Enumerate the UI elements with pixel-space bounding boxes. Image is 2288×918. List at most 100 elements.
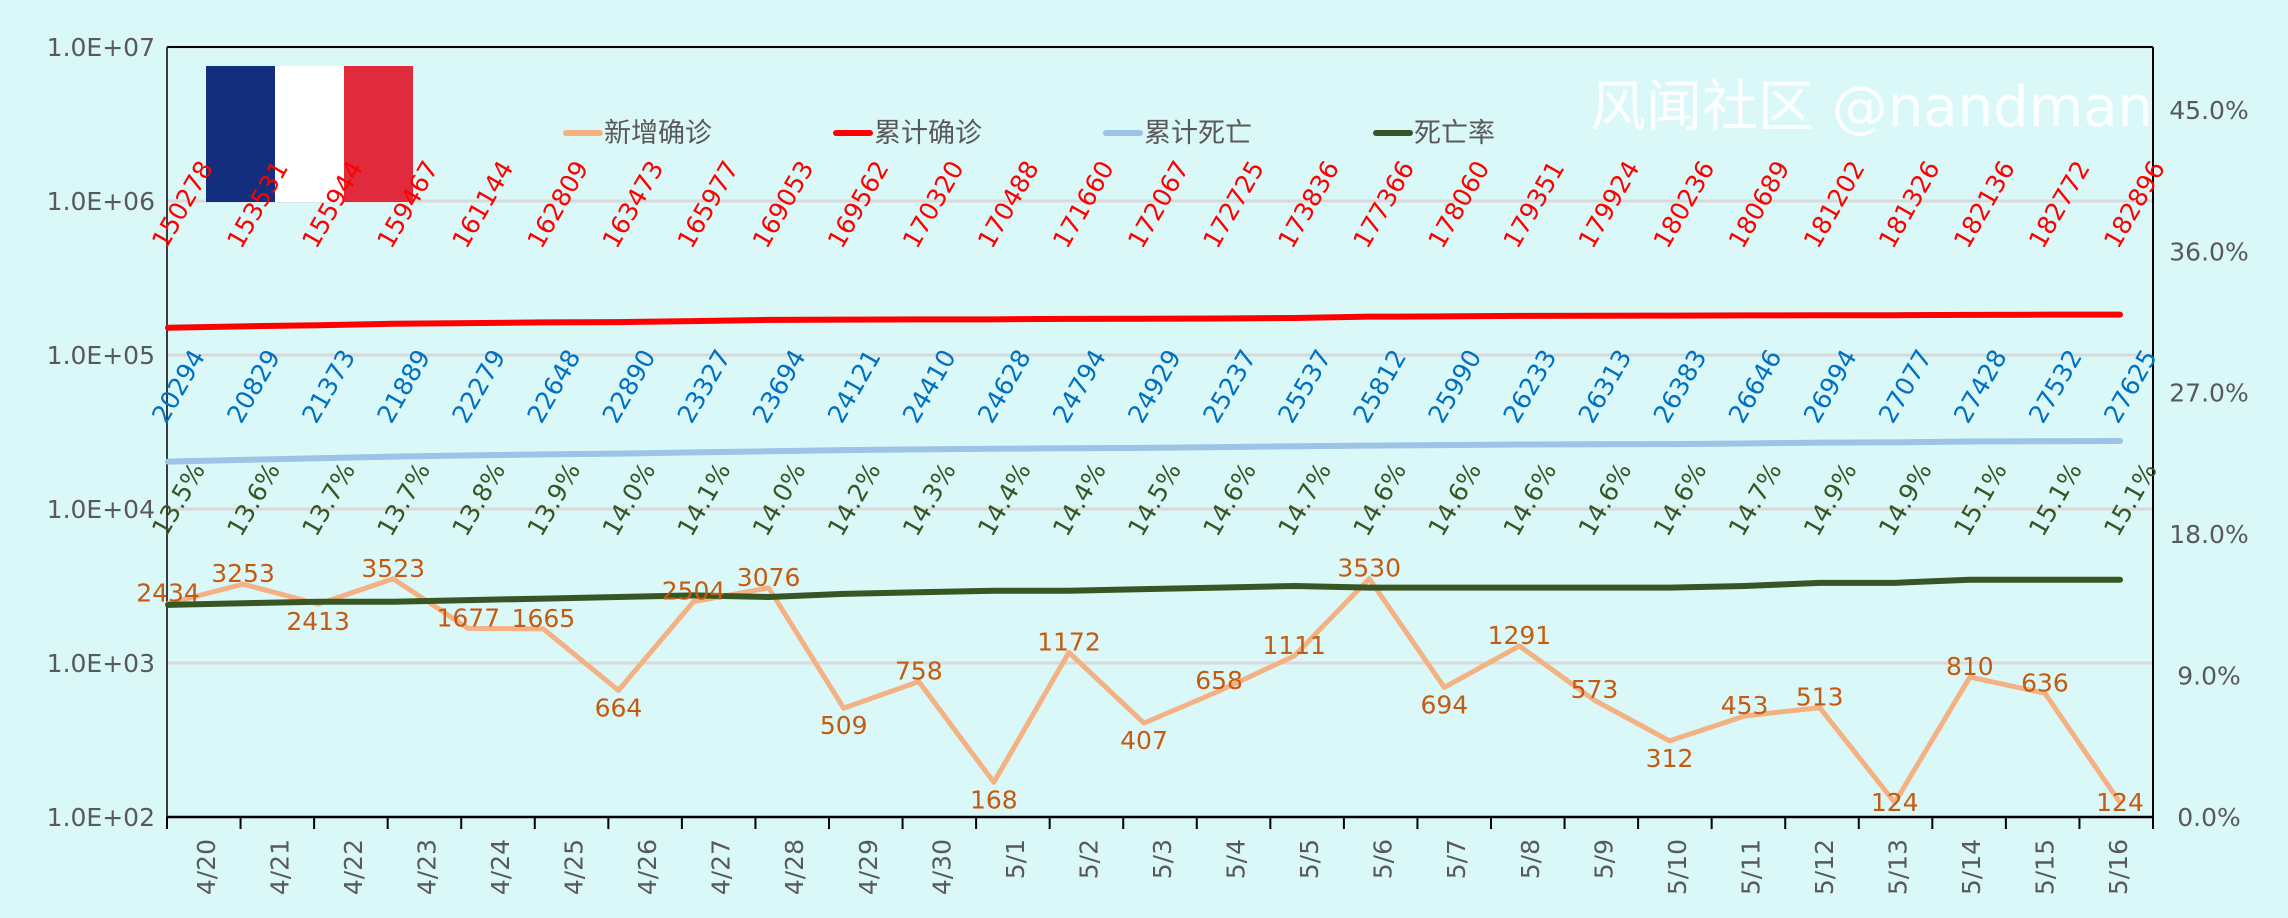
data-label: 170488 (972, 156, 1045, 253)
data-label-new-cases: 3530 (1337, 554, 1401, 583)
data-label-new-cases: 664 (595, 693, 643, 722)
x-tick-label: 4/22 (339, 839, 368, 895)
data-label: 26313 (1573, 345, 1638, 428)
france-flag-stripe (275, 66, 344, 202)
data-label: 150278 (146, 156, 219, 253)
x-tick-label: 4/21 (265, 839, 294, 895)
data-label: 25812 (1347, 345, 1412, 428)
data-label-new-cases: 407 (1120, 726, 1168, 755)
data-label-new-cases: 573 (1571, 675, 1619, 704)
data-label-new-cases: 3523 (361, 554, 425, 583)
data-label: 15.1% (2023, 458, 2088, 541)
data-label-new-cases: 694 (1420, 690, 1468, 719)
y-right-tick-label: 45.0% (2169, 96, 2248, 125)
data-label-new-cases: 1677 (436, 603, 500, 632)
data-label: 13.6% (221, 458, 286, 541)
data-label-new-cases: 2413 (286, 607, 350, 636)
data-label-new-cases: 453 (1721, 691, 1769, 720)
data-label: 13.5% (146, 458, 211, 541)
data-label: 22648 (521, 345, 586, 428)
y-right-tick-label: 9.0% (2177, 662, 2241, 691)
x-tick-label: 5/10 (1663, 839, 1692, 895)
data-label: 14.6% (1648, 458, 1713, 541)
data-label-new-cases: 1665 (512, 604, 576, 633)
x-tick-label: 5/9 (1589, 839, 1618, 879)
data-label: 169562 (822, 156, 895, 253)
data-label-new-cases: 810 (1946, 652, 1994, 681)
data-label: 170320 (897, 156, 970, 253)
data-label: 15.1% (1948, 458, 2013, 541)
y-left-tick-label: 1.0E+04 (47, 495, 155, 524)
data-label: 181202 (1798, 156, 1871, 253)
data-label: 27428 (1948, 345, 2013, 428)
data-label: 25990 (1422, 345, 1487, 428)
france-flag-stripe (344, 66, 413, 202)
y-left-tick-label: 1.0E+03 (47, 649, 155, 678)
data-label: 26994 (1798, 345, 1863, 428)
x-tick-label: 5/8 (1516, 839, 1545, 879)
x-tick-label: 5/6 (1369, 839, 1398, 879)
x-tick-label: 4/28 (780, 839, 809, 895)
watermark: 风闻社区 @nandman (1590, 75, 2154, 140)
x-tick-label: 5/2 (1074, 839, 1103, 879)
x-tick-label: 5/12 (1810, 839, 1839, 895)
x-tick-label: 4/25 (560, 839, 589, 895)
y-left-tick-label: 1.0E+05 (47, 341, 155, 370)
data-label: 21889 (371, 345, 436, 428)
data-label: 14.6% (1197, 458, 1262, 541)
series-line-2 (165, 438, 2123, 465)
data-label-new-cases: 509 (820, 711, 868, 740)
data-label: 26383 (1648, 345, 1713, 428)
data-label: 14.6% (1347, 458, 1412, 541)
x-tick-label: 5/1 (1001, 839, 1030, 879)
data-label: 179351 (1497, 156, 1570, 253)
data-label: 20829 (221, 345, 286, 428)
data-label: 27532 (2023, 345, 2088, 428)
data-label: 182772 (2023, 156, 2096, 253)
data-label: 20294 (146, 345, 211, 428)
data-label: 13.9% (521, 458, 586, 541)
data-label: 14.0% (747, 458, 812, 541)
data-label: 26233 (1497, 345, 1562, 428)
x-tick-label: 4/27 (707, 839, 736, 895)
data-label: 14.2% (822, 458, 887, 541)
france-flag-stripe (206, 66, 275, 202)
data-label: 171660 (1047, 156, 1120, 253)
data-label-new-cases: 168 (970, 785, 1018, 814)
data-label: 173836 (1272, 156, 1345, 253)
data-label: 182136 (1948, 156, 2021, 253)
x-tick-label: 4/24 (486, 839, 515, 895)
data-label: 181326 (1873, 156, 1946, 253)
x-tick-label: 5/14 (1957, 839, 1986, 895)
x-tick-label: 5/11 (1736, 839, 1765, 895)
x-tick-label: 5/16 (2104, 839, 2133, 895)
data-label: 14.5% (1122, 458, 1187, 541)
data-label: 14.4% (972, 458, 1037, 541)
x-tick-label: 4/23 (412, 839, 441, 895)
data-label: 161144 (446, 156, 519, 253)
x-tick-label: 5/4 (1222, 839, 1251, 879)
data-label: 25537 (1272, 345, 1337, 428)
y-right-tick-label: 27.0% (2169, 379, 2248, 408)
data-label: 25237 (1197, 345, 1262, 428)
y-left-tick-label: 1.0E+07 (47, 33, 155, 62)
data-label: 177366 (1347, 156, 1420, 253)
data-label: 14.7% (1272, 458, 1337, 541)
data-label: 27077 (1873, 345, 1938, 428)
data-label: 14.3% (897, 458, 962, 541)
data-label: 24628 (972, 345, 1037, 428)
x-tick-label: 5/3 (1148, 839, 1177, 879)
data-label: 13.7% (296, 458, 361, 541)
data-label: 23327 (672, 345, 737, 428)
data-label-new-cases: 1111 (1262, 631, 1326, 660)
series-line-1 (165, 311, 2123, 331)
x-tick-label: 5/13 (1884, 839, 1913, 895)
data-label: 24794 (1047, 345, 1112, 428)
data-label-new-cases: 758 (895, 657, 943, 686)
data-label-new-cases: 2434 (136, 579, 200, 608)
x-tick-label: 4/30 (927, 839, 956, 895)
data-label: 23694 (747, 345, 812, 428)
data-label: 14.9% (1873, 458, 1938, 541)
data-label-new-cases: 1291 (1488, 621, 1552, 650)
